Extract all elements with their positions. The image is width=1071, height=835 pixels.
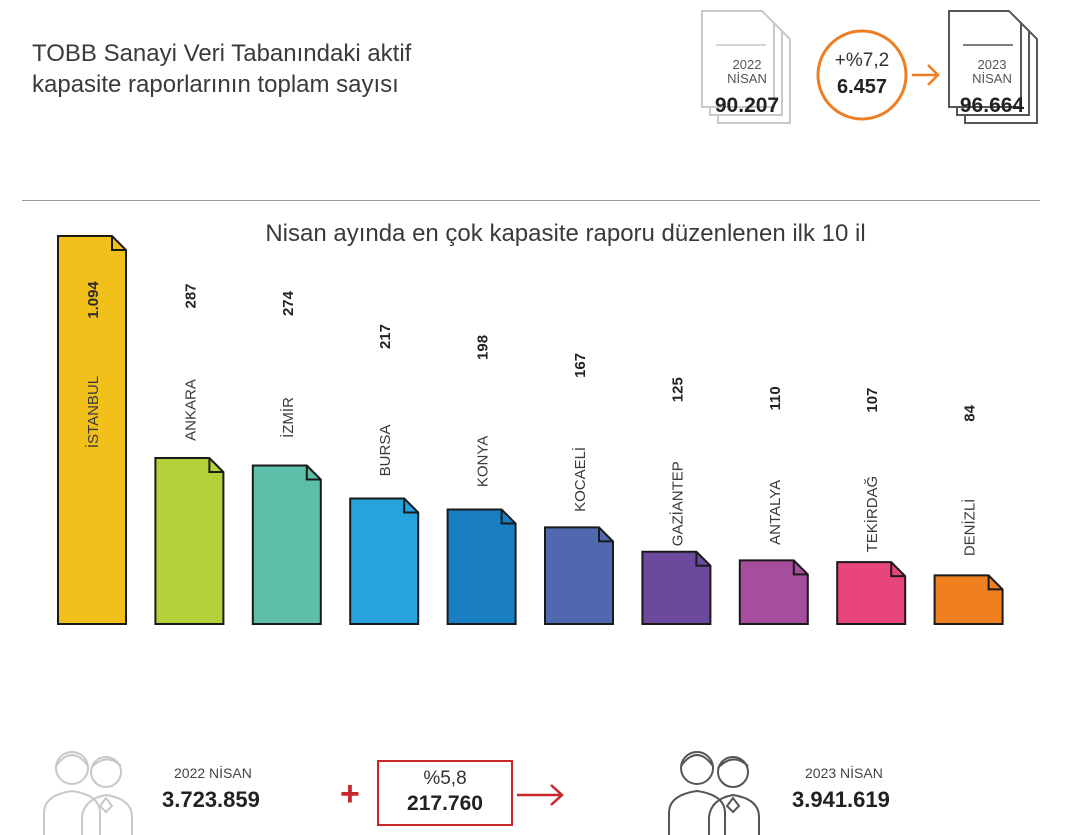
people-icon-2023 [668, 751, 760, 835]
summary-left-year: 2022 [732, 57, 762, 72]
bar-bursa [349, 497, 420, 625]
bar-category-label: ANKARA [182, 379, 199, 441]
bar-category-label: İZMİR [279, 397, 297, 438]
summary-right-year: 2023 [977, 57, 1007, 72]
bar-category-label: TEKİRDAĞ [863, 476, 881, 553]
bar-antalya [738, 559, 809, 625]
summary-left-value: 90.207 [714, 94, 780, 117]
bar-fold-3 [403, 498, 419, 514]
bar-value-label: 217 [377, 324, 394, 349]
bar-kocaeli̇ [544, 526, 614, 625]
plus-sign: + [340, 775, 360, 813]
section-divider [22, 200, 1040, 201]
bar-fold-6 [695, 551, 711, 567]
bar-category-label: BURSA [377, 425, 394, 477]
bar-fold-9 [987, 575, 1003, 591]
bar-category-label: KOCAELİ [571, 447, 589, 512]
summary-right-month: NİSAN [972, 71, 1012, 86]
bar-category-label: KONYA [475, 436, 492, 487]
bar-category-label: GAZİANTEP [668, 461, 686, 546]
employment-change-box: %5,8 217.760 [377, 760, 513, 826]
bar-fold-7 [792, 560, 808, 576]
bar-value-label: 107 [864, 388, 881, 413]
summary-change-value: 6.457 [836, 76, 888, 98]
bar-value-label: 287 [182, 283, 199, 308]
bar-category-label: İSTANBUL [84, 376, 102, 448]
bar-gazi̇antep [641, 550, 712, 625]
chart-title: Nisan ayında en çok kapasite raporu düze… [265, 220, 866, 247]
employment-right-label: 2023 NİSAN [805, 765, 883, 781]
change-circle [816, 29, 908, 121]
bar-value-label: 198 [475, 335, 492, 360]
bar-value-label: 125 [669, 377, 686, 402]
bar-value-label: 167 [572, 353, 589, 378]
bar-fold-4 [500, 509, 516, 525]
bar-fold-1 [208, 458, 224, 473]
bar-konya [446, 508, 517, 625]
summary-right-value: 96.664 [959, 94, 1025, 117]
bar-fold-2 [305, 465, 321, 481]
page-title: TOBB Sanayi Veri Tabanındaki aktif kapas… [32, 38, 492, 100]
document-stack-icon-2023 [948, 10, 1038, 124]
bar-category-label: DENİZLİ [961, 499, 979, 557]
bar-value-label: 274 [280, 290, 297, 316]
bar-ankara [154, 457, 225, 625]
document-stack-icon-2022 [701, 10, 791, 124]
summary-graphic [701, 10, 1038, 124]
summary-change-pct: +%7,2 [834, 50, 890, 71]
bar-i̇zmi̇r [251, 464, 322, 625]
bar-deni̇zli̇ [933, 574, 1004, 625]
bar-teki̇rdağ [836, 561, 907, 625]
summary-left-month: NİSAN [727, 71, 767, 86]
bar-category-label: ANTALYA [767, 480, 784, 545]
employment-change-pct: %5,8 [423, 768, 467, 789]
page-title-line-1: TOBB Sanayi Veri Tabanındaki aktif [32, 40, 412, 67]
arrow-right-icon [517, 784, 564, 806]
page-title-line-2: kapasite raporlarının toplam sayısı [32, 71, 399, 98]
employment-change-value: 217.760 [407, 792, 483, 815]
people-icon-2022 [43, 751, 133, 835]
bar-fold-8 [890, 562, 906, 578]
bar-value-label: 1.094 [85, 281, 102, 319]
bar-value-label: 110 [767, 386, 784, 410]
bar-value-label: 84 [962, 404, 979, 421]
bar-fold-0 [111, 236, 126, 251]
bar-i̇stanbul [57, 235, 127, 625]
employment-left-value: 3.723.859 [162, 787, 260, 812]
employment-left-label: 2022 NİSAN [174, 765, 252, 781]
bar-fold-5 [598, 527, 613, 543]
employment-right-value: 3.941.619 [792, 787, 890, 812]
